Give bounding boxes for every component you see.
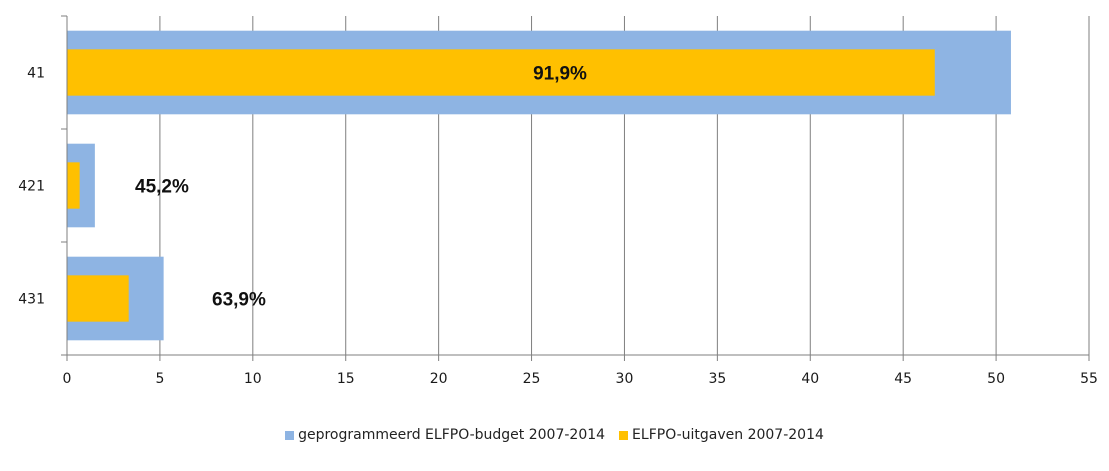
x-tick-label-20: 20 (430, 371, 448, 387)
x-tick-label-15: 15 (337, 371, 355, 387)
legend: geprogrammeerd ELFPO-budget 2007-2014 EL… (0, 427, 1109, 443)
legend-swatch-uitgaven (619, 430, 629, 440)
legend-swatch-budget (285, 430, 295, 440)
x-tick-label-0: 0 (63, 371, 72, 387)
x-tick-label-35: 35 (708, 371, 726, 387)
bar-uitgaven-41 (67, 49, 935, 96)
axes (61, 15, 1090, 361)
x-tick-label-55: 55 (1080, 371, 1098, 387)
x-tick-label-10: 10 (244, 371, 262, 387)
legend-item-budget: geprogrammeerd ELFPO-budget 2007-2014 (285, 427, 605, 443)
bars (67, 30, 1011, 341)
data-labels: 91,9% 45,2% 63,9% (135, 64, 587, 311)
x-tick-label-30: 30 (616, 371, 634, 387)
y-tick-label-431: 431 (18, 292, 45, 308)
data-label-41: 91,9% (533, 64, 587, 85)
x-tick-label-45: 45 (894, 371, 912, 387)
legend-label-uitgaven: ELFPO-uitgaven 2007-2014 (632, 427, 824, 443)
y-tick-label-41: 41 (27, 66, 45, 82)
x-tick-label-25: 25 (523, 371, 541, 387)
x-tick-label-40: 40 (801, 371, 819, 387)
data-label-431: 63,9% (212, 290, 266, 311)
legend-item-uitgaven: ELFPO-uitgaven 2007-2014 (619, 427, 824, 443)
x-tick-label-5: 5 (155, 371, 164, 387)
x-tick-labels: 0 5 10 15 20 25 30 35 40 45 50 55 (63, 371, 1098, 387)
legend-label-budget: geprogrammeerd ELFPO-budget 2007-2014 (298, 427, 606, 443)
x-tick-label-50: 50 (987, 371, 1005, 387)
y-tick-label-421: 421 (18, 179, 45, 195)
bar-uitgaven-431 (67, 275, 129, 322)
bar-uitgaven-421 (67, 162, 80, 209)
y-tick-labels: 41 421 431 (18, 66, 45, 308)
data-label-421: 45,2% (135, 177, 189, 198)
